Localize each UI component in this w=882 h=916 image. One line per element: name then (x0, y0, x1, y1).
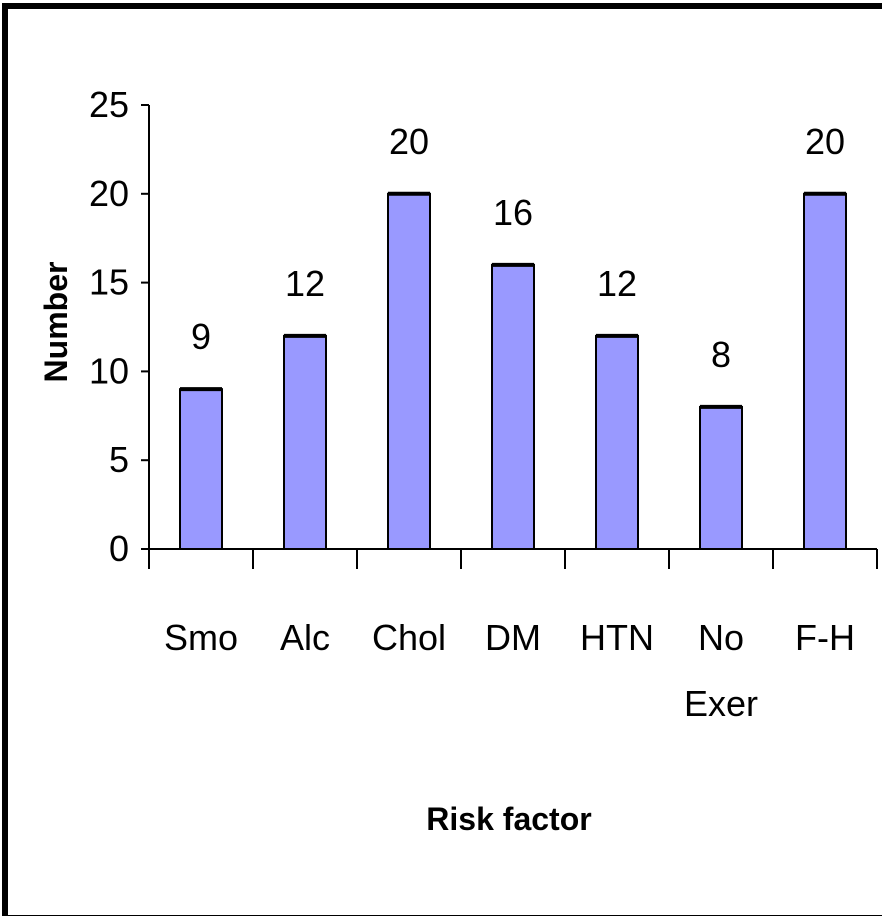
x-category-label: HTN (580, 617, 654, 658)
y-tick-label: 0 (109, 528, 129, 569)
bar (595, 334, 639, 550)
data-label: 9 (191, 316, 211, 357)
y-tick-label: 10 (89, 350, 129, 391)
y-tick-label: 25 (89, 84, 129, 125)
x-category-label: DM (485, 617, 541, 658)
data-label: 8 (711, 334, 731, 375)
data-label: 20 (805, 121, 845, 162)
data-label: 16 (493, 192, 533, 233)
y-tick-label: 20 (89, 173, 129, 214)
x-category-label: Alc (280, 617, 330, 658)
y-tick-label: 15 (89, 262, 129, 303)
bar (803, 192, 847, 551)
x-axis-title: Risk factor (426, 801, 591, 837)
plot-area: 0 5 10 15 20 25 9 Smo 12 Alc 20 Chol 16 DM 12 HTN 8 No Exe… (89, 84, 878, 724)
data-label: 20 (389, 121, 429, 162)
chart-border (2, 3, 882, 916)
bar (491, 263, 535, 550)
data-label: 12 (597, 263, 637, 304)
x-category-label: F-H (795, 617, 855, 658)
y-tick-label: 5 (109, 439, 129, 480)
bar (179, 388, 223, 550)
x-category-label: Smo (164, 617, 238, 658)
bar (699, 405, 743, 551)
bar (387, 192, 431, 551)
x-category-label: Chol (372, 617, 446, 658)
y-axis-title: Number (38, 262, 74, 383)
x-category-label: Exer (684, 683, 758, 724)
data-label: 12 (285, 263, 325, 304)
bar (283, 334, 327, 550)
x-category-label: No (698, 617, 744, 658)
